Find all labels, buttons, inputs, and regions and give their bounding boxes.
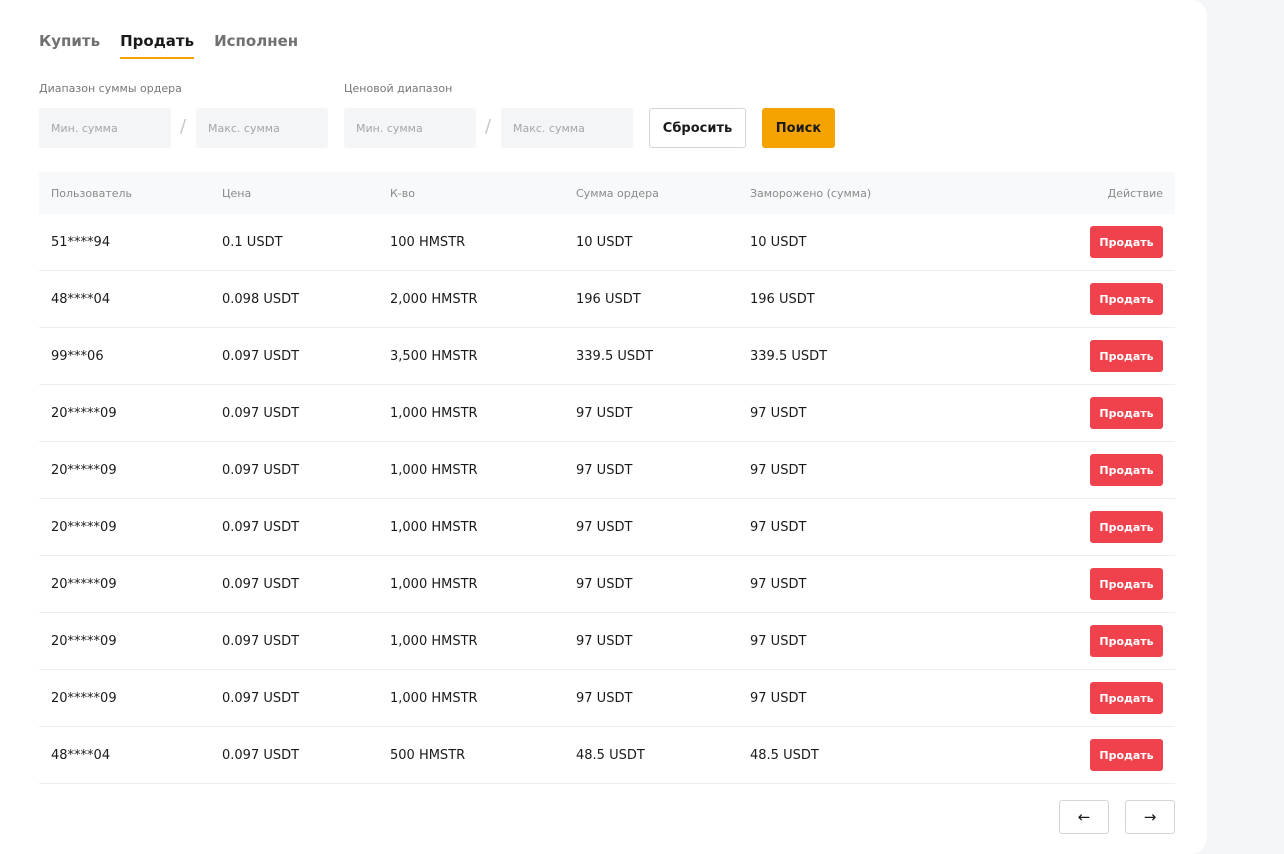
cell-user: 20*****09	[51, 690, 117, 706]
sell-button[interactable]: Продать	[1090, 739, 1163, 771]
order-amount-range-label: Диапазон суммы ордера	[39, 82, 182, 95]
cell-price: 0.097 USDT	[222, 348, 300, 364]
cell-quantity: 1,000 HMSTR	[390, 519, 478, 535]
sell-button[interactable]: Продать	[1090, 340, 1163, 372]
header-action: Действие	[1107, 186, 1163, 200]
sell-button[interactable]: Продать	[1090, 283, 1163, 315]
cell-price: 0.097 USDT	[222, 519, 300, 535]
header-price: Цена	[222, 186, 252, 200]
cell-order-amount: 339.5 USDT	[576, 348, 654, 364]
cell-quantity: 3,500 HMSTR	[390, 348, 478, 364]
table-row: 20*****09 0.097 USDT 1,000 HMSTR 97 USDT 97 …	[39, 556, 1175, 613]
table-row: 20*****09 0.097 USDT 1,000 HMSTR 97 USDT 97 …	[39, 613, 1175, 670]
cell-frozen-amount: 97 USDT	[750, 576, 807, 592]
sell-button[interactable]: Продать	[1090, 454, 1163, 486]
table-header: Пользователь Цена К-во Сумма ордера Замо…	[39, 172, 1175, 214]
table-body: 51****94 0.1 USDT 100 HMSTR 10 USDT 10 USDT П…	[39, 214, 1175, 784]
header-quantity: К-во	[390, 186, 415, 200]
cell-price: 0.097 USDT	[222, 576, 300, 592]
cell-order-amount: 10 USDT	[576, 234, 633, 250]
table-row: 20*****09 0.097 USDT 1,000 HMSTR 97 USDT 97 …	[39, 670, 1175, 727]
cell-frozen-amount: 339.5 USDT	[750, 348, 828, 364]
sell-button[interactable]: Продать	[1090, 397, 1163, 429]
cell-user: 48****04	[51, 291, 111, 307]
cell-frozen-amount: 97 USDT	[750, 633, 807, 649]
search-button[interactable]: Поиск	[762, 108, 835, 148]
cell-price: 0.097 USDT	[222, 633, 300, 649]
cell-price: 0.097 USDT	[222, 405, 300, 421]
cell-frozen-amount: 196 USDT	[750, 291, 815, 307]
prev-page-button[interactable]: ←	[1059, 800, 1109, 834]
cell-frozen-amount: 97 USDT	[750, 405, 807, 421]
order-amount-min-input[interactable]	[39, 108, 171, 148]
cell-order-amount: 97 USDT	[576, 690, 633, 706]
order-amount-max-input[interactable]	[196, 108, 328, 148]
cell-frozen-amount: 97 USDT	[750, 462, 807, 478]
range-separator: /	[485, 116, 492, 137]
cell-price: 0.097 USDT	[222, 462, 300, 478]
cell-quantity: 100 HMSTR	[390, 234, 466, 250]
cell-user: 99***06	[51, 348, 104, 364]
sell-button[interactable]: Продать	[1090, 568, 1163, 600]
cell-user: 20*****09	[51, 576, 117, 592]
cell-quantity: 1,000 HMSTR	[390, 690, 478, 706]
arrow-right-icon: →	[1143, 808, 1157, 826]
cell-user: 20*****09	[51, 519, 117, 535]
price-max-input[interactable]	[501, 108, 633, 148]
cell-user: 20*****09	[51, 633, 117, 649]
cell-price: 0.1 USDT	[222, 234, 283, 250]
cell-frozen-amount: 10 USDT	[750, 234, 807, 250]
cell-user: 48****04	[51, 747, 111, 763]
header-user: Пользователь	[51, 186, 133, 200]
header-frozen-amount: Заморожено (сумма)	[750, 186, 872, 200]
cell-quantity: 1,000 HMSTR	[390, 462, 478, 478]
cell-order-amount: 97 USDT	[576, 633, 633, 649]
table-row: 99***06 0.097 USDT 3,500 HMSTR 339.5 USDT 33…	[39, 328, 1175, 385]
table-row: 20*****09 0.097 USDT 1,000 HMSTR 97 USDT 97 …	[39, 385, 1175, 442]
tab-sell[interactable]: Продать	[120, 32, 195, 59]
cell-order-amount: 97 USDT	[576, 519, 633, 535]
cell-user: 20*****09	[51, 462, 117, 478]
cell-quantity: 1,000 HMSTR	[390, 576, 478, 592]
orders-panel: Купить Продать Исполнен Диапазон суммы о…	[39, 32, 1175, 834]
cell-frozen-amount: 97 USDT	[750, 690, 807, 706]
cell-order-amount: 97 USDT	[576, 576, 633, 592]
arrow-left-icon: ←	[1077, 808, 1091, 826]
orders-table: Пользователь Цена К-во Сумма ордера Замо…	[39, 172, 1175, 784]
cell-price: 0.098 USDT	[222, 291, 300, 307]
header-order-amount: Сумма ордера	[576, 186, 659, 200]
cell-user: 20*****09	[51, 405, 117, 421]
cell-order-amount: 97 USDT	[576, 462, 633, 478]
order-tabs: Купить Продать Исполнен	[39, 32, 299, 59]
sell-button[interactable]: Продать	[1090, 625, 1163, 657]
sell-button[interactable]: Продать	[1090, 511, 1163, 543]
range-separator: /	[180, 116, 187, 137]
cell-price: 0.097 USDT	[222, 747, 300, 763]
table-row: 51****94 0.1 USDT 100 HMSTR 10 USDT 10 USDT П…	[39, 214, 1175, 271]
cell-quantity: 1,000 HMSTR	[390, 405, 478, 421]
cell-price: 0.097 USDT	[222, 690, 300, 706]
sell-button[interactable]: Продать	[1090, 226, 1163, 258]
table-row: 48****04 0.097 USDT 500 HMSTR 48.5 USDT 48.5…	[39, 727, 1175, 784]
tab-executed[interactable]: Исполнен	[214, 32, 299, 50]
cell-frozen-amount: 97 USDT	[750, 519, 807, 535]
sell-button[interactable]: Продать	[1090, 682, 1163, 714]
reset-button[interactable]: Сбросить	[649, 108, 746, 148]
cell-frozen-amount: 48.5 USDT	[750, 747, 819, 763]
table-row: 48****04 0.098 USDT 2,000 HMSTR 196 USDT 196…	[39, 271, 1175, 328]
next-page-button[interactable]: →	[1125, 800, 1175, 834]
cell-order-amount: 48.5 USDT	[576, 747, 645, 763]
price-range-label: Ценовой диапазон	[344, 82, 453, 95]
table-row: 20*****09 0.097 USDT 1,000 HMSTR 97 USDT 97 …	[39, 499, 1175, 556]
cell-quantity: 500 HMSTR	[390, 747, 466, 763]
cell-order-amount: 196 USDT	[576, 291, 641, 307]
cell-order-amount: 97 USDT	[576, 405, 633, 421]
table-row: 20*****09 0.097 USDT 1,000 HMSTR 97 USDT 97 …	[39, 442, 1175, 499]
price-min-input[interactable]	[344, 108, 476, 148]
cell-user: 51****94	[51, 234, 111, 250]
cell-quantity: 1,000 HMSTR	[390, 633, 478, 649]
tab-buy[interactable]: Купить	[39, 32, 101, 50]
cell-quantity: 2,000 HMSTR	[390, 291, 478, 307]
